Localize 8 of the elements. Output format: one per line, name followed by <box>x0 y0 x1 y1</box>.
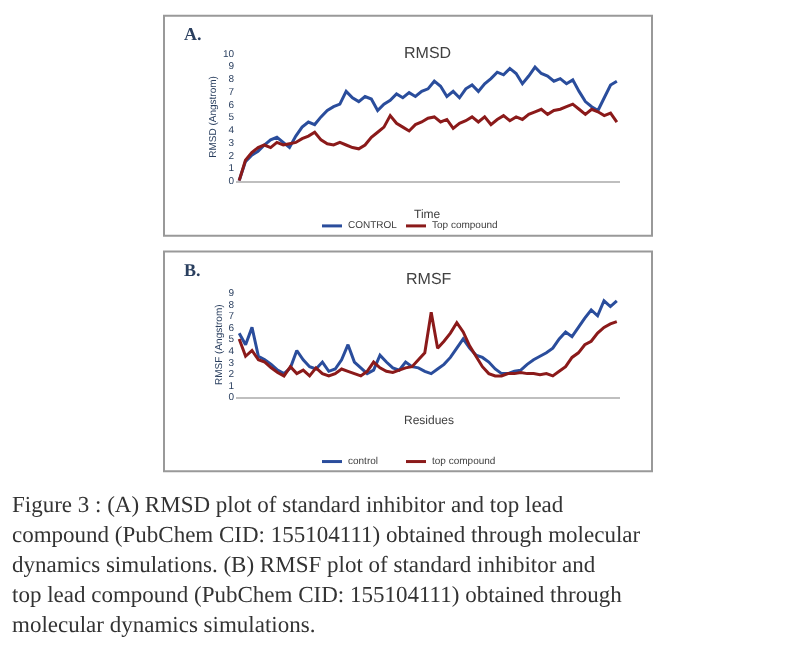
caption: Figure 3 : (A) RMSD plot of standard inhibitor and top lead compound (PubChem CID: 155104111) obtained through molecular dynamics simulations. (B) RMSF plot of standard inhibitor and top lead compound (PubChem CID: 155104111) obtained through molecular dynamics simulations. <box>12 494 641 638</box>
text: B. <box>184 260 201 280</box>
text: A. <box>184 24 202 44</box>
line-series <box>237 299 619 376</box>
line-series <box>237 310 619 378</box>
chart-title: RMSD <box>404 44 452 62</box>
line-series <box>237 102 619 181</box>
chart-title: RMSF <box>406 270 452 288</box>
